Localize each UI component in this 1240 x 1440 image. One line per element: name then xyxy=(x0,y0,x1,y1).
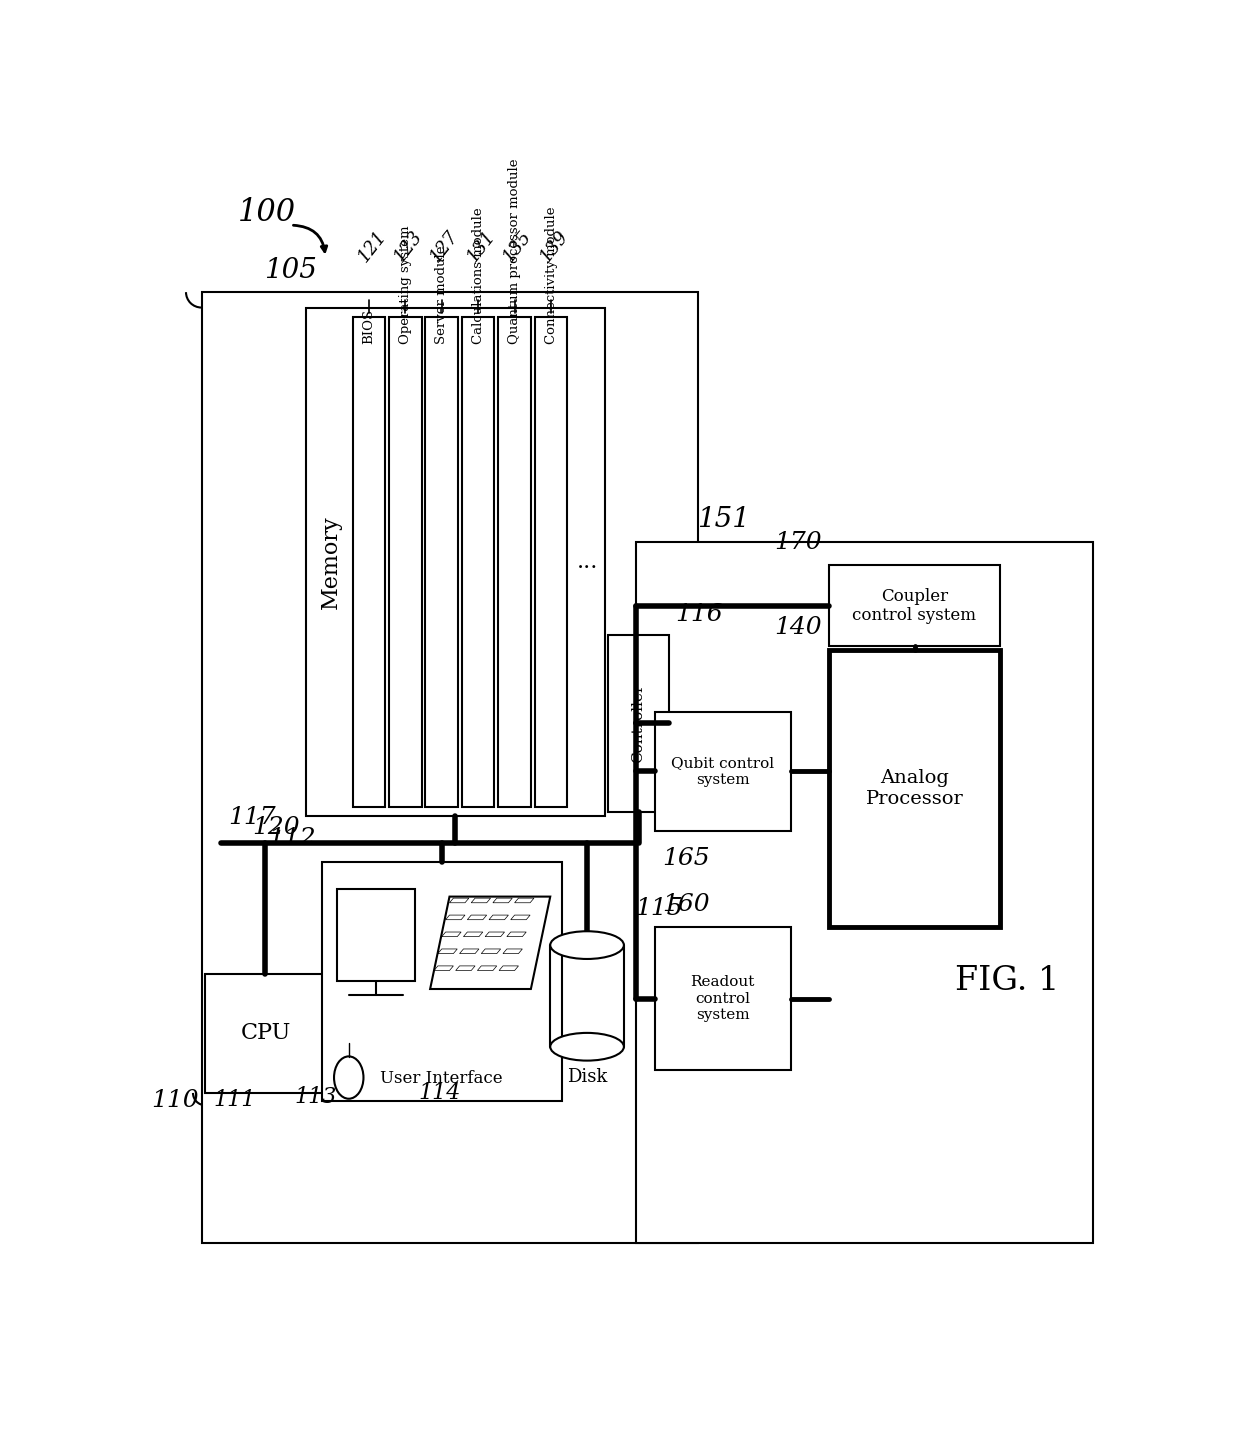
Bar xyxy=(655,927,791,1070)
Bar xyxy=(534,317,567,806)
Bar xyxy=(352,317,386,806)
Text: Qubit control
system: Qubit control system xyxy=(671,756,774,786)
Text: Coupler
control system: Coupler control system xyxy=(853,588,977,624)
Bar xyxy=(206,973,325,1093)
Text: Memory: Memory xyxy=(320,514,342,609)
Text: Controller: Controller xyxy=(631,684,646,763)
Text: 131: 131 xyxy=(464,228,498,265)
Text: Operating system: Operating system xyxy=(399,225,412,344)
Text: 115: 115 xyxy=(635,897,683,920)
Text: 135: 135 xyxy=(500,228,536,265)
Text: 139: 139 xyxy=(537,228,572,265)
Text: CPU: CPU xyxy=(241,1022,290,1044)
Bar xyxy=(635,543,1092,1243)
Bar xyxy=(201,292,697,1243)
Text: Server module: Server module xyxy=(435,245,448,344)
Bar xyxy=(425,317,458,806)
Text: 120: 120 xyxy=(252,815,300,838)
Text: Quantum processor module: Quantum processor module xyxy=(508,158,521,344)
Text: 121: 121 xyxy=(355,228,389,265)
Text: 113: 113 xyxy=(295,1086,337,1107)
Text: 151: 151 xyxy=(697,505,750,533)
Text: Disk: Disk xyxy=(567,1068,608,1086)
Text: ...: ... xyxy=(577,550,598,573)
Text: 112: 112 xyxy=(268,828,315,851)
Bar xyxy=(321,863,562,1100)
Text: User Interface: User Interface xyxy=(381,1070,503,1087)
Text: 160: 160 xyxy=(662,893,711,916)
Bar xyxy=(498,317,531,806)
Ellipse shape xyxy=(334,1057,363,1099)
Text: 117: 117 xyxy=(228,806,277,829)
Text: Analog
Processor: Analog Processor xyxy=(866,769,963,808)
Text: 116: 116 xyxy=(675,602,723,625)
Bar xyxy=(389,317,422,806)
Text: 140: 140 xyxy=(774,616,821,639)
Text: Readout
control
system: Readout control system xyxy=(691,975,755,1022)
Text: 114: 114 xyxy=(419,1081,461,1104)
Bar xyxy=(609,635,668,812)
Text: 170: 170 xyxy=(774,531,821,554)
Text: 123: 123 xyxy=(391,228,427,265)
Text: Calculations module: Calculations module xyxy=(471,207,485,344)
Text: 127: 127 xyxy=(427,228,463,265)
Text: 105: 105 xyxy=(264,258,317,285)
Bar xyxy=(337,888,414,981)
Text: 100: 100 xyxy=(238,197,296,229)
Bar xyxy=(463,317,495,806)
Ellipse shape xyxy=(551,932,624,959)
Text: 110: 110 xyxy=(151,1089,200,1112)
Text: FIG. 1: FIG. 1 xyxy=(955,965,1060,998)
Bar xyxy=(830,651,999,927)
Text: Connectivity module: Connectivity module xyxy=(544,206,558,344)
Text: BIOS: BIOS xyxy=(362,308,376,344)
Text: 111: 111 xyxy=(213,1089,255,1112)
Bar xyxy=(830,566,999,647)
Bar xyxy=(306,308,605,815)
Text: 165: 165 xyxy=(662,847,711,870)
Ellipse shape xyxy=(551,1032,624,1061)
Bar xyxy=(655,711,791,831)
